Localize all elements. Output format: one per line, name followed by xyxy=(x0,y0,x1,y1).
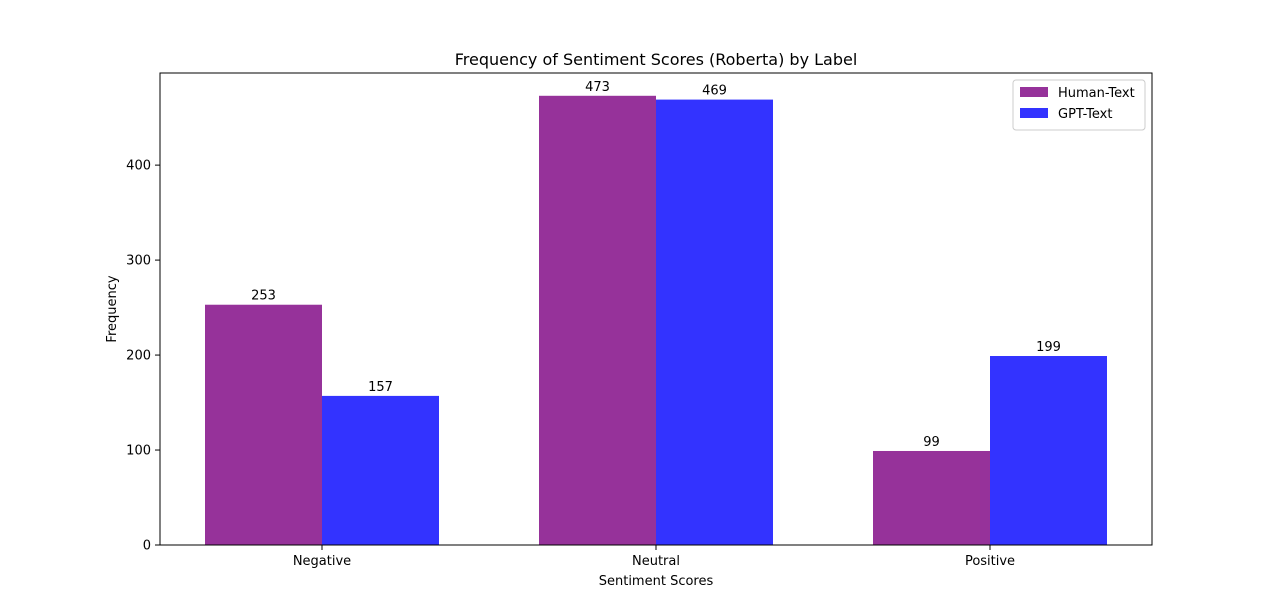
bar xyxy=(322,395,439,545)
x-axis-label: Sentiment Scores xyxy=(599,574,714,589)
y-axis-label: Frequency xyxy=(105,275,120,342)
chart-title: Frequency of Sentiment Scores (Roberta) … xyxy=(455,50,858,69)
bar xyxy=(205,304,322,545)
y-tick-label: 300 xyxy=(126,254,151,269)
x-tick-label: Negative xyxy=(293,554,351,569)
y-tick-label: 100 xyxy=(126,444,151,459)
bar-value-label: 473 xyxy=(585,80,610,95)
bar-value-label: 469 xyxy=(702,84,727,99)
legend-label: Human-Text xyxy=(1058,86,1135,101)
bar-value-label: 199 xyxy=(1036,340,1061,355)
bar-value-label: 99 xyxy=(923,435,940,450)
bar xyxy=(656,99,773,545)
bar-value-label: 157 xyxy=(368,380,393,395)
x-axis: Negative Neutral Positive xyxy=(293,545,1015,569)
legend-swatch xyxy=(1020,108,1048,118)
legend-swatch xyxy=(1020,87,1048,97)
bar xyxy=(873,450,990,545)
x-tick-label: Neutral xyxy=(632,554,680,569)
y-tick-label: 200 xyxy=(126,349,151,364)
bar xyxy=(539,95,656,545)
plot-frame xyxy=(159,72,1153,546)
bar-value-label: 253 xyxy=(251,289,276,304)
y-tick-label: 400 xyxy=(126,159,151,174)
y-tick-label: 0 xyxy=(143,539,151,554)
legend-label: GPT-Text xyxy=(1058,107,1112,122)
y-axis: 0 100 200 300 400 xyxy=(126,159,160,554)
x-tick-label: Positive xyxy=(965,554,1015,569)
plot-area: 253 473 99 157 469 199 xyxy=(205,80,1107,545)
legend: Human-Text GPT-Text xyxy=(1012,79,1146,131)
bar xyxy=(990,356,1107,545)
